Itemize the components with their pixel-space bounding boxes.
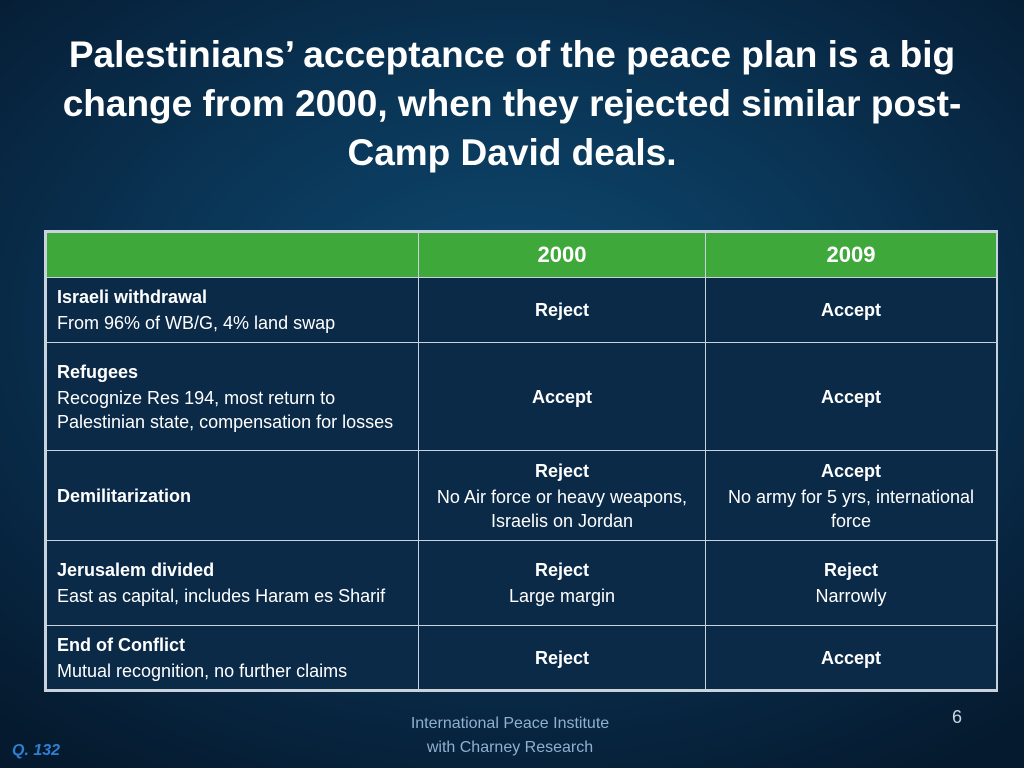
table-row: Jerusalem divided East as capital, inclu… [46, 540, 997, 626]
result-2009: Accept [820, 300, 882, 320]
issue-cell: Refugees Recognize Res 194, most return … [46, 342, 419, 451]
issue-description: Mutual recognition, no further claims [57, 660, 348, 681]
table-row: Refugees Recognize Res 194, most return … [46, 342, 997, 451]
result-2000: Reject [534, 647, 590, 668]
page-number: 6 [951, 707, 962, 727]
footer-line-2: with Charney Research [426, 739, 594, 756]
question-reference: Q. 132 [12, 742, 61, 759]
result-2009-cell: Accept [705, 277, 997, 343]
table-header-row: 2000 2009 [46, 232, 997, 278]
table-row: Israeli withdrawal From 96% of WB/G, 4% … [46, 277, 997, 343]
issue-description: From 96% of WB/G, 4% land swap [57, 313, 336, 333]
issue-cell: Demilitarization [46, 450, 419, 541]
header-cell-2000: 2000 [418, 232, 706, 278]
result-2000-cell: Reject No Air force or heavy weapons, Is… [418, 450, 706, 541]
footer-line-1: International Peace Institute [410, 715, 610, 732]
result-2000-cell: Reject Large margin [418, 540, 706, 626]
footer-credit: International Peace Institute with Charn… [360, 712, 660, 760]
comparison-table-wrapper: 2000 2009 Israeli withdrawal From 96% of… [44, 230, 998, 692]
issue-title: Demilitarization [57, 485, 192, 506]
result-2000-cell: Reject [418, 625, 706, 690]
issue-title: Jerusalem divided [57, 560, 215, 580]
issue-cell: Jerusalem divided East as capital, inclu… [46, 540, 419, 626]
header-cell-2009: 2009 [705, 232, 997, 278]
result-2000: Reject [534, 560, 590, 580]
result-2000: Accept [531, 386, 593, 407]
result-2000: Reject [534, 300, 590, 320]
issue-description: Recognize Res 194, most return to Palest… [57, 387, 394, 432]
result-2009-cell: Accept [705, 625, 997, 690]
header-cell-issue [46, 232, 419, 278]
comparison-table: 2000 2009 Israeli withdrawal From 96% of… [46, 232, 997, 690]
result-2000-cell: Reject [418, 277, 706, 343]
result-2009-detail: No army for 5 yrs, international force [727, 486, 975, 531]
issue-title: Israeli withdrawal [57, 287, 208, 307]
result-2009: Accept [820, 386, 882, 407]
result-2009-cell: Accept [705, 342, 997, 451]
table-row: End of Conflict Mutual recognition, no f… [46, 625, 997, 690]
slide-title: Palestinians’ acceptance of the peace pl… [62, 34, 962, 173]
result-2000-cell: Accept [418, 342, 706, 451]
result-2000-detail: Large margin [508, 586, 616, 606]
result-2009-cell: Accept No army for 5 yrs, international … [705, 450, 997, 541]
result-2000: Reject [534, 460, 590, 481]
result-2009: Accept [820, 647, 882, 668]
table-row: Demilitarization Reject No Air force or … [46, 450, 997, 541]
issue-cell: Israeli withdrawal From 96% of WB/G, 4% … [46, 277, 419, 343]
result-2009: Reject [823, 560, 879, 580]
result-2000-detail: No Air force or heavy weapons, Israelis … [436, 486, 688, 531]
issue-title: End of Conflict [57, 634, 185, 655]
result-2009-cell: Reject Narrowly [705, 540, 997, 626]
result-2009-detail: Narrowly [815, 586, 887, 606]
result-2009: Accept [820, 460, 882, 481]
issue-description: East as capital, includes Haram es Shari… [57, 586, 386, 606]
issue-title: Refugees [57, 361, 139, 382]
issue-cell: End of Conflict Mutual recognition, no f… [46, 625, 419, 690]
